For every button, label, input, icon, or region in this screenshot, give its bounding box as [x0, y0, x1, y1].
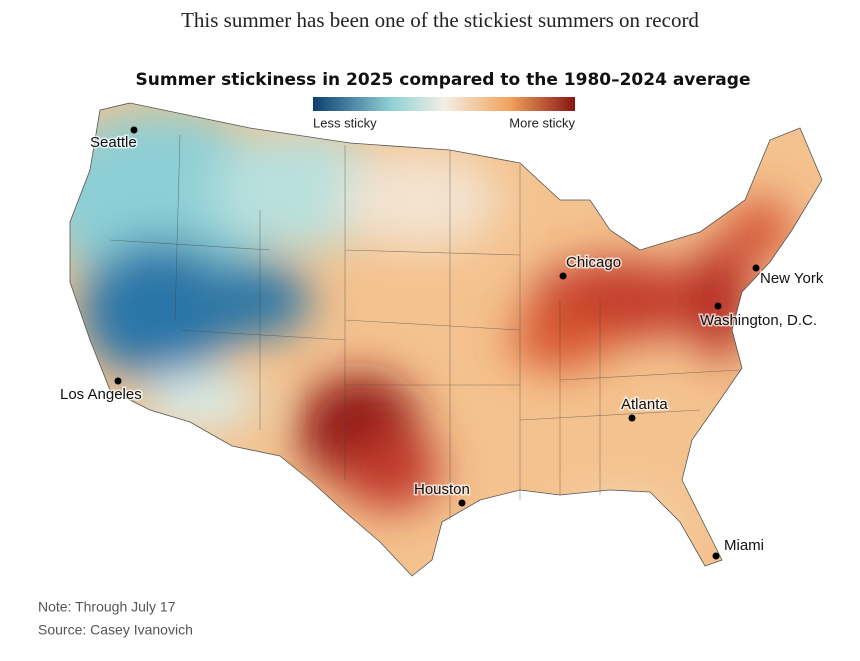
city-label: Atlanta: [621, 396, 668, 413]
legend-bar: [313, 97, 575, 111]
city-label: Houston: [414, 481, 470, 498]
map-title: Summer stickiness in 2025 compared to th…: [136, 70, 751, 90]
map: [70, 103, 822, 576]
legend-low: Less sticky: [313, 115, 377, 130]
source: Source: Casey Ivanovich: [38, 622, 193, 638]
city-label: Seattle: [90, 134, 137, 151]
legend-high: More sticky: [509, 115, 575, 130]
note: Note: Through July 17: [38, 599, 176, 615]
city-label: New York: [760, 270, 824, 287]
city-label: Miami: [724, 537, 764, 554]
city-label: Washington, D.C.: [700, 312, 817, 329]
headline: This summer has been one of the stickies…: [181, 8, 699, 32]
cities: Seattle Chicago New York Washington, D.C…: [59, 126, 825, 560]
city-label: Los Angeles: [60, 386, 142, 403]
city-label: Chicago: [566, 254, 621, 271]
state-lines: [109, 134, 741, 520]
